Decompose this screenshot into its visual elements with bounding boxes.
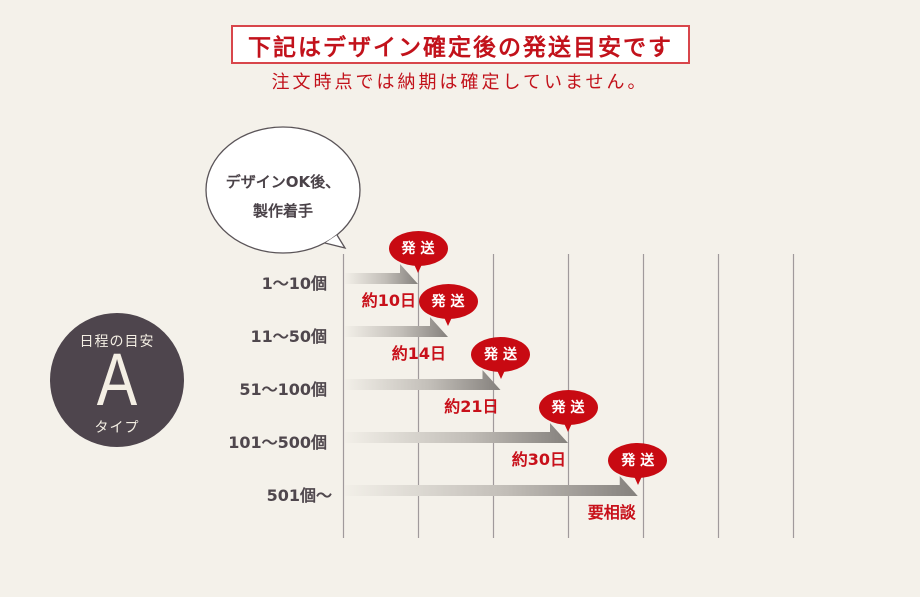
ship-marker-tail [413, 261, 423, 273]
ship-marker-label: 発送 [401, 241, 440, 257]
bar-arrows [345, 264, 638, 496]
badge-bottom-label: タイプ [94, 420, 140, 436]
ship-marker: 発送 [608, 442, 668, 485]
quantity-label: 51〜100個 [239, 380, 327, 399]
bar-arrow [345, 423, 568, 443]
bar-arrow [345, 370, 501, 390]
badge-top-label: 日程の目安 [79, 334, 155, 350]
ship-marker-tail [495, 367, 506, 379]
bar-arrow [345, 476, 638, 496]
ship-marker: 発送 [471, 336, 530, 379]
quantity-label: 1〜10個 [261, 274, 327, 293]
ship-marker: 発送 [538, 389, 598, 432]
ship-marker-tail [632, 473, 643, 485]
ship-marker-tail [443, 314, 453, 326]
title-box: 下記はデザイン確定後の発送目安です [231, 25, 690, 64]
quantity-label: 501個〜 [266, 486, 332, 505]
lead-time-label: 約30日 [511, 450, 566, 469]
bar-arrow [345, 317, 448, 337]
badge-letter: A [96, 338, 138, 421]
lead-time-label: 要相談 [587, 503, 636, 522]
quantity-label: 101〜500個 [228, 433, 327, 452]
speech-bubble-shape [205, 126, 361, 254]
speech-bubble-line-2: 製作着手 [252, 202, 313, 220]
lead-time-label: 約10日 [361, 291, 416, 310]
ship-marker-tail [563, 420, 573, 432]
ship-marker-label: 発送 [484, 347, 522, 363]
ship-marker-label: 発送 [431, 294, 470, 310]
page-title: 下記はデザイン確定後の発送目安です [248, 34, 673, 61]
quantity-label: 11〜50個 [250, 327, 327, 346]
ship-marker-label: 発送 [621, 453, 660, 469]
bar-arrow [345, 264, 418, 284]
ship-marker: 発送 [418, 283, 478, 326]
ship-marker: 発送 [388, 230, 448, 273]
ship-marker-label: 発送 [551, 400, 590, 416]
type-badge: 日程の目安 A タイプ [50, 313, 184, 447]
lead-time-label: 約14日 [391, 344, 446, 363]
speech-bubble-line-1: デザインOK後、 [225, 173, 341, 191]
subtitle: 注文時点では納期は確定していません。 [271, 72, 649, 93]
lead-time-label: 約21日 [444, 397, 499, 416]
